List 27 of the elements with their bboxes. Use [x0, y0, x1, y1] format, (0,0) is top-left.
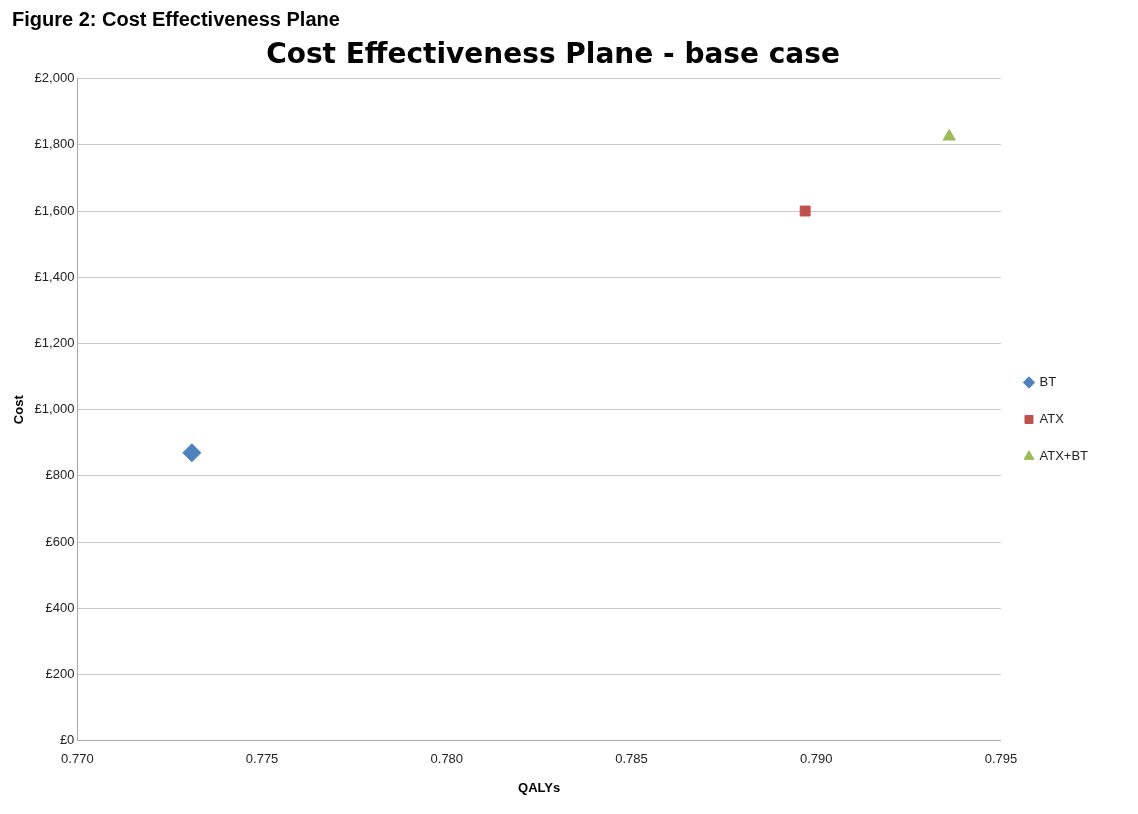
point	[799, 205, 811, 217]
x-tick-label: 0.775	[245, 751, 279, 767]
x-axis-title: QALYs	[518, 779, 561, 795]
y-tick-label: £200	[45, 666, 75, 682]
caption: Figure 2: Cost Effectiveness Plane	[12, 8, 341, 31]
point	[942, 129, 956, 141]
y-tick-label: £1,000	[34, 401, 75, 417]
x-tick-label: 0.780	[430, 751, 464, 767]
y-tick-label: £2,000	[34, 70, 75, 86]
legend-label: ATX	[1039, 411, 1065, 427]
point	[182, 443, 202, 463]
legend-label: ATX+BT	[1039, 448, 1089, 464]
x-tick-label: 0.785	[615, 751, 648, 767]
y-tick-label: £1,600	[34, 202, 75, 218]
chart-title: Cost Effectiveness Plane - base case	[266, 37, 840, 71]
x-tick-label: 0.770	[61, 751, 94, 767]
y-tick-label: £600	[45, 533, 75, 549]
y-tick-label: £1,200	[34, 335, 75, 351]
y-tick-label: £1,400	[34, 268, 75, 284]
y-tick-label: £400	[45, 599, 75, 615]
legend-label: BT	[1039, 374, 1057, 390]
y-axis-title: Cost	[11, 394, 27, 425]
y-tick-label: £0	[59, 732, 75, 748]
y-tick-label: £800	[45, 467, 75, 483]
x-tick-label: 0.795	[984, 751, 1018, 767]
x-tick-label: 0.790	[799, 751, 833, 767]
y-tick-label: £1,800	[34, 136, 75, 152]
